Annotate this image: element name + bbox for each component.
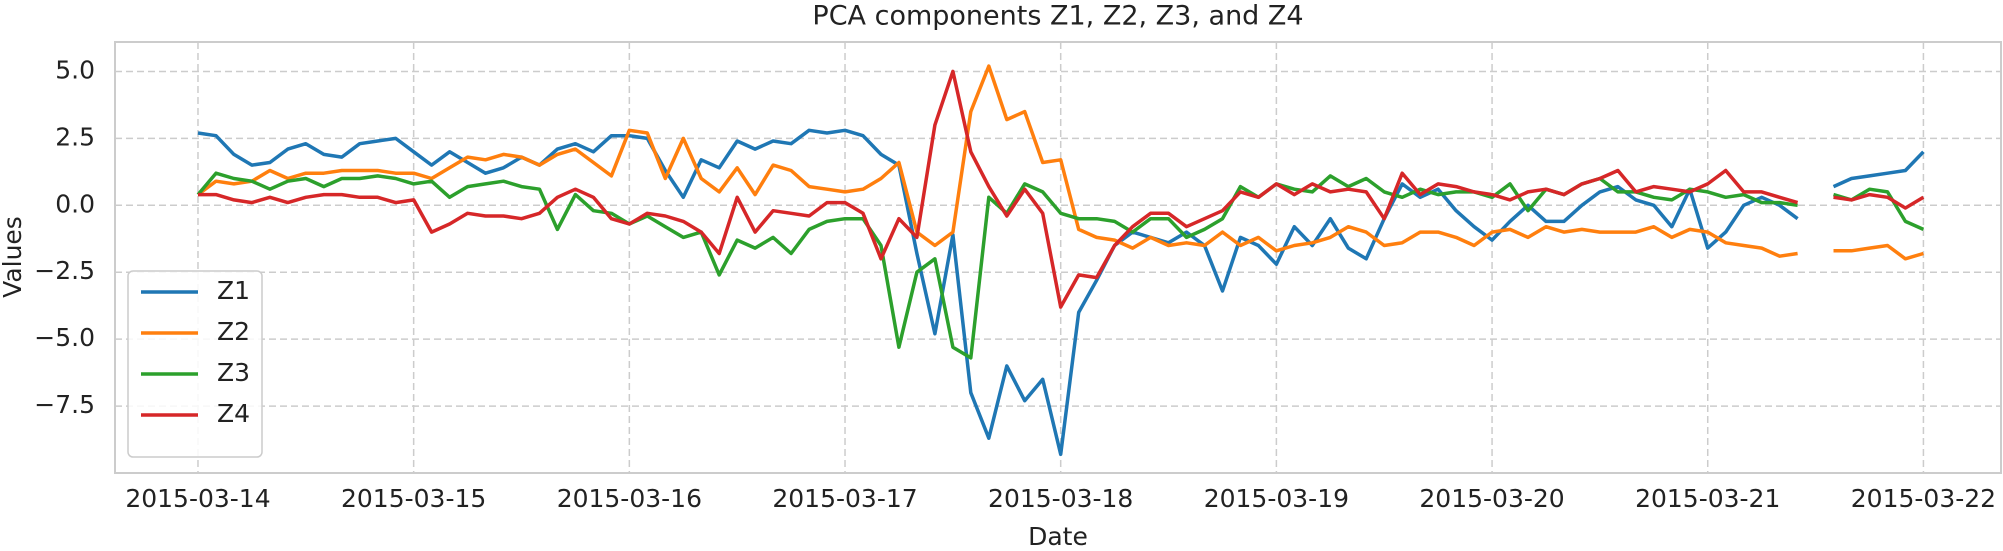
legend-box — [127, 270, 263, 458]
series-line — [198, 69, 1925, 309]
x-tick-label: 2015-03-19 — [1204, 484, 1349, 513]
y-tick-label: 5.0 — [55, 55, 95, 84]
x-tick-label: 2015-03-16 — [557, 484, 702, 513]
y-tick-label: 0.0 — [55, 189, 95, 218]
chart-title: PCA components Z1, Z2, Z3, and Z4 — [812, 1, 1303, 32]
x-tick-label: 2015-03-20 — [1419, 484, 1564, 513]
x-tick-label: 2015-03-21 — [1635, 484, 1780, 513]
plot-frame — [114, 41, 2002, 474]
y-tick-label: −7.5 — [34, 390, 95, 419]
x-tick-label: 2015-03-17 — [772, 484, 917, 513]
y-tick-label: −5.0 — [34, 323, 95, 352]
x-tick-label: 2015-03-14 — [125, 484, 270, 513]
y-tick-label: −2.5 — [34, 256, 95, 285]
x-tick-label: 2015-03-18 — [988, 484, 1133, 513]
series-line — [196, 64, 1924, 261]
x-tick-label: 2015-03-22 — [1851, 484, 1996, 513]
legend-label: Z2 — [217, 317, 250, 346]
legend-label: Z3 — [217, 358, 250, 387]
legend-label: Z1 — [217, 276, 250, 305]
legend-label: Z4 — [217, 399, 250, 428]
y-tick-label: 2.5 — [55, 122, 95, 151]
x-tick-label: 2015-03-15 — [341, 484, 486, 513]
y-axis-label: Values — [0, 216, 27, 298]
x-axis-label: Date — [1028, 522, 1088, 551]
